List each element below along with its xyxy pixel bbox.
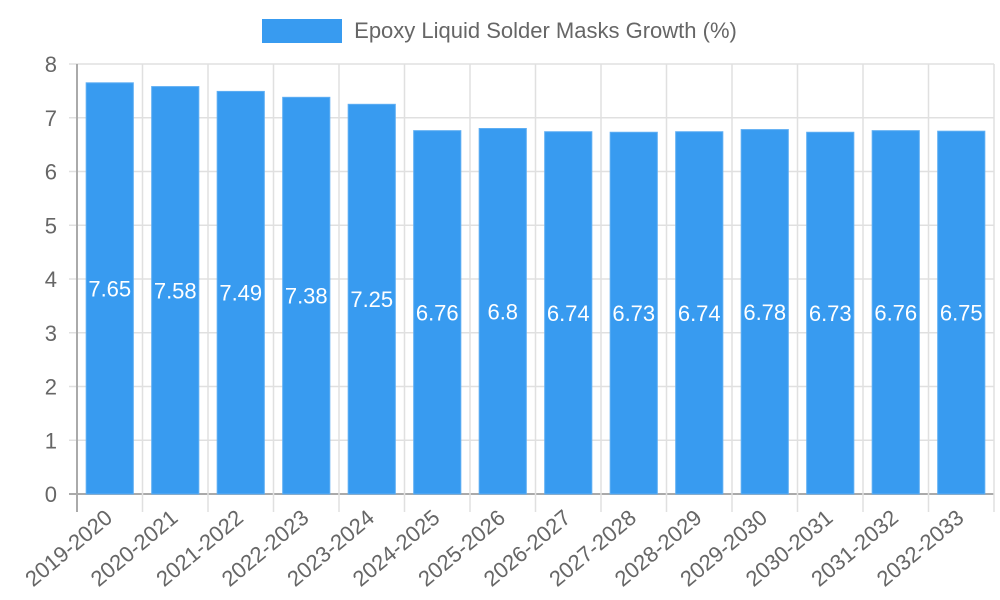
bar-value-label: 6.73 — [612, 301, 655, 326]
bar-value-label: 6.75 — [940, 301, 983, 326]
bar[interactable] — [609, 131, 658, 495]
bar[interactable] — [675, 131, 724, 495]
bar[interactable] — [347, 103, 396, 495]
y-tick-label: 7 — [45, 106, 57, 131]
y-tick-label: 5 — [45, 213, 57, 238]
y-tick-label: 2 — [45, 375, 57, 400]
y-tick-label: 0 — [45, 482, 57, 507]
bar[interactable] — [413, 130, 462, 495]
legend[interactable]: Epoxy Liquid Solder Masks Growth (%) — [0, 18, 1000, 44]
legend-swatch — [262, 19, 343, 43]
bar[interactable] — [871, 130, 920, 495]
bar-value-label: 6.74 — [547, 301, 590, 326]
bar[interactable] — [478, 128, 527, 495]
y-tick-label: 8 — [45, 52, 57, 77]
bar-value-label: 6.73 — [809, 301, 852, 326]
bar[interactable] — [740, 129, 789, 495]
bar-value-label: 7.65 — [88, 276, 131, 301]
bar[interactable] — [151, 86, 200, 495]
y-tick-label: 3 — [45, 321, 57, 346]
bar-value-label: 7.58 — [154, 278, 197, 303]
bar-value-label: 7.25 — [350, 287, 393, 312]
bar-value-label: 6.78 — [743, 300, 786, 325]
bar[interactable] — [806, 131, 855, 495]
bar-value-label: 6.74 — [678, 301, 721, 326]
bar-value-label: 6.76 — [874, 300, 917, 325]
bar[interactable] — [282, 96, 331, 495]
bar-value-label: 6.76 — [416, 300, 459, 325]
bar[interactable] — [937, 130, 986, 495]
bar-value-label: 7.38 — [285, 284, 328, 309]
bar-value-label: 6.8 — [487, 299, 518, 324]
bar-value-label: 7.49 — [219, 281, 262, 306]
bar[interactable] — [544, 131, 593, 495]
y-tick-label: 1 — [45, 428, 57, 453]
y-tick-label: 6 — [45, 160, 57, 185]
y-tick-label: 4 — [45, 267, 57, 292]
bar[interactable] — [85, 82, 134, 495]
bar[interactable] — [216, 90, 265, 495]
legend-label: Epoxy Liquid Solder Masks Growth (%) — [354, 18, 737, 43]
